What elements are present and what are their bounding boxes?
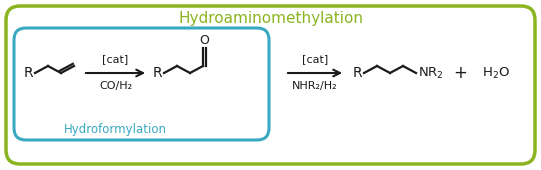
FancyBboxPatch shape (14, 28, 269, 140)
Text: R: R (152, 66, 162, 80)
Text: Hydroformylation: Hydroformylation (63, 123, 167, 137)
Text: R: R (23, 66, 33, 80)
Text: O: O (199, 35, 209, 47)
Text: CO/H₂: CO/H₂ (99, 81, 132, 91)
FancyBboxPatch shape (6, 6, 535, 164)
Text: [cat]: [cat] (302, 54, 328, 64)
Text: NR$_2$: NR$_2$ (418, 65, 444, 81)
Text: H$_2$O: H$_2$O (482, 65, 510, 81)
Text: Hydroaminomethylation: Hydroaminomethylation (179, 11, 364, 26)
Text: +: + (453, 64, 467, 82)
Text: R: R (352, 66, 362, 80)
Text: [cat]: [cat] (102, 54, 129, 64)
Text: NHR₂/H₂: NHR₂/H₂ (292, 81, 338, 91)
